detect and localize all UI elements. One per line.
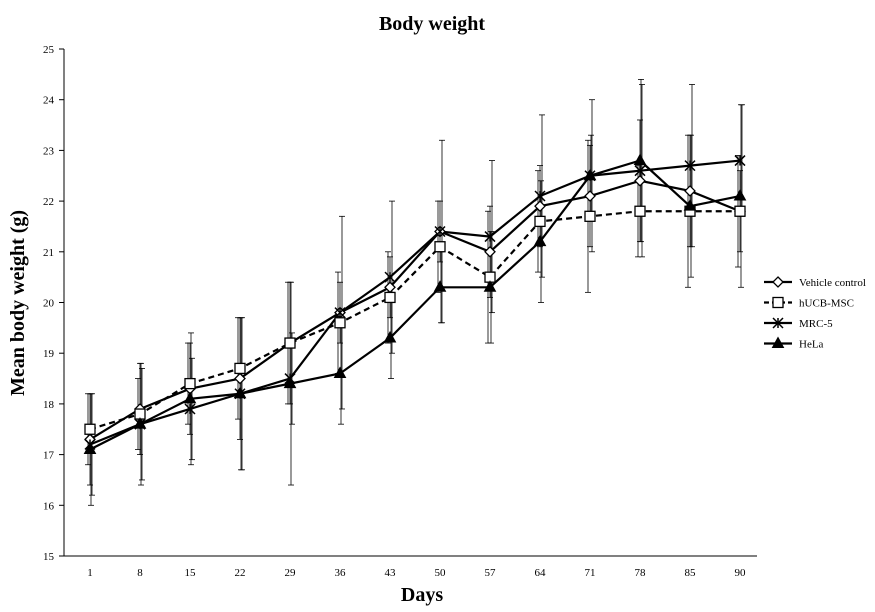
x-tick-label: 85: [685, 567, 697, 579]
data-point-square: [284, 337, 296, 349]
data-point-square: [234, 362, 246, 375]
x-tick-label: 78: [635, 567, 647, 579]
y-tick-label: 21: [43, 247, 54, 259]
y-tick-label: 15: [43, 551, 55, 563]
x-tick-label: 1: [87, 567, 93, 579]
data-point-triangle: [83, 442, 97, 455]
data-point-triangle: [483, 280, 497, 292]
y-tick-label: 20: [43, 298, 55, 310]
data-point-diamond: [684, 185, 696, 197]
data-point-star: [184, 403, 196, 415]
data-point-star: [384, 271, 396, 283]
data-point-triangle: [771, 336, 785, 348]
data-point-triangle: [283, 376, 297, 389]
series-line-hucb-msc: [89, 210, 740, 431]
data-point-triangle: [533, 234, 547, 247]
data-point-square: [184, 377, 196, 390]
data-point-triangle: [683, 199, 697, 211]
data-point-star: [684, 160, 696, 172]
data-point-square: [772, 296, 784, 309]
data-point-diamond: [634, 174, 646, 187]
y-tick-label: 24: [43, 95, 55, 107]
x-tick-label: 64: [535, 567, 547, 579]
y-axis-title: Mean body weight (g): [7, 210, 29, 396]
y-tick-label: 23: [43, 145, 55, 157]
data-point-square: [634, 205, 646, 217]
data-point-triangle: [383, 330, 397, 343]
data-point-square: [584, 210, 596, 222]
y-tick-label: 18: [43, 399, 55, 411]
data-point-star: [772, 317, 784, 329]
legend-label: HeLa: [799, 339, 824, 351]
data-point-triangle: [233, 386, 247, 399]
x-tick-label: 43: [385, 567, 397, 579]
data-point-star: [434, 225, 446, 238]
data-point-diamond: [772, 276, 784, 288]
chart-title: Body weight: [379, 13, 485, 35]
y-tick-label: 16: [43, 500, 55, 512]
data-point-diamond: [534, 200, 546, 213]
data-point-triangle: [733, 188, 747, 201]
x-tick-label: 22: [235, 567, 246, 579]
series-line-vehicle-control: [89, 179, 741, 441]
x-tick-label: 57: [485, 567, 497, 579]
y-tick-label: 19: [43, 348, 55, 360]
data-point-star: [484, 231, 496, 243]
series-line-mrc-5: [89, 159, 741, 446]
data-point-triangle: [183, 391, 197, 404]
series-line-hela: [89, 159, 741, 451]
legend: Vehicle control hUCB-MSC MRC-5 HeLa: [764, 276, 866, 351]
x-tick-label: 90: [735, 567, 747, 579]
legend-label: hUCB-MSC: [799, 298, 854, 310]
y-tick-label: 22: [43, 196, 54, 208]
legend-label: MRC-5: [799, 318, 833, 330]
data-point-star: [534, 190, 546, 202]
x-tick-label: 50: [435, 567, 447, 579]
x-tick-label: 71: [585, 567, 596, 579]
x-axis-title: Days: [401, 584, 443, 606]
data-point-triangle: [433, 280, 447, 292]
series-lines: [89, 159, 741, 451]
data-point-square: [84, 423, 96, 435]
data-point-square: [434, 241, 446, 253]
x-tick-label: 8: [137, 567, 143, 579]
data-point-diamond: [484, 245, 496, 258]
data-point-square: [734, 205, 746, 217]
x-tick-label: 15: [185, 567, 197, 579]
data-point-triangle: [583, 168, 597, 181]
data-point-triangle: [633, 153, 647, 166]
error-bars: [85, 79, 745, 506]
data-point-triangle: [133, 417, 147, 429]
legend-label: Vehicle control: [799, 277, 866, 289]
data-point-star: [334, 307, 346, 319]
y-tick-label: 25: [43, 44, 55, 56]
y-tick-label: 17: [43, 450, 55, 462]
data-point-square: [534, 215, 546, 228]
data-point-square: [384, 291, 396, 304]
data-point-square: [334, 317, 346, 329]
data-point-diamond: [234, 372, 246, 385]
data-point-diamond: [584, 190, 596, 202]
x-tick-label: 36: [335, 567, 347, 579]
data-point-star: [634, 165, 646, 177]
data-point-triangle: [333, 366, 347, 378]
data-point-star: [734, 155, 746, 167]
series-markers: [83, 153, 747, 455]
x-tick-label: 29: [285, 567, 297, 579]
